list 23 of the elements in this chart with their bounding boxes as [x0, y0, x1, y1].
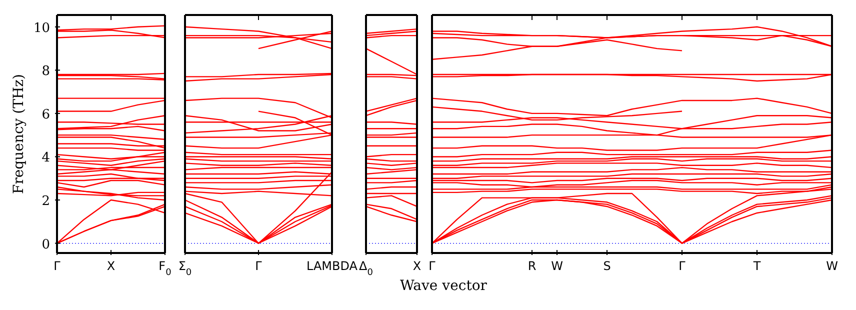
x-tick-label: F$_{0}$ [158, 259, 172, 278]
y-tick-label: 0 [42, 237, 50, 252]
x-tick-label: LAMBDA [306, 259, 358, 273]
x-tick-label: X [106, 259, 116, 273]
x-tick-label: X [412, 259, 422, 273]
x-tick-label: W [551, 259, 564, 273]
x-tick-label: Σ$_{0}$ [178, 259, 192, 278]
x-tick-label: Γ [678, 259, 686, 273]
y-tick-label: 6 [42, 107, 50, 122]
y-tick-label: 10 [33, 20, 50, 36]
x-tick-label: Γ [255, 259, 262, 273]
x-axis-title: Wave vector [400, 278, 487, 294]
x-tick-label: Γ [54, 259, 61, 273]
x-tick-label: R [528, 259, 536, 273]
x-tick-label: T [752, 259, 762, 273]
y-tick-label: 4 [42, 150, 50, 166]
y-tick-label: 8 [42, 64, 50, 80]
y-axis-title: Frequency (THz) [10, 74, 27, 194]
x-tick-label: S [603, 259, 611, 273]
x-tick-label: Γ [428, 259, 436, 273]
y-tick-label: 2 [42, 194, 50, 209]
x-tick-label: W [826, 259, 838, 273]
x-tick-label: Δ$_{0}$ [359, 259, 374, 278]
